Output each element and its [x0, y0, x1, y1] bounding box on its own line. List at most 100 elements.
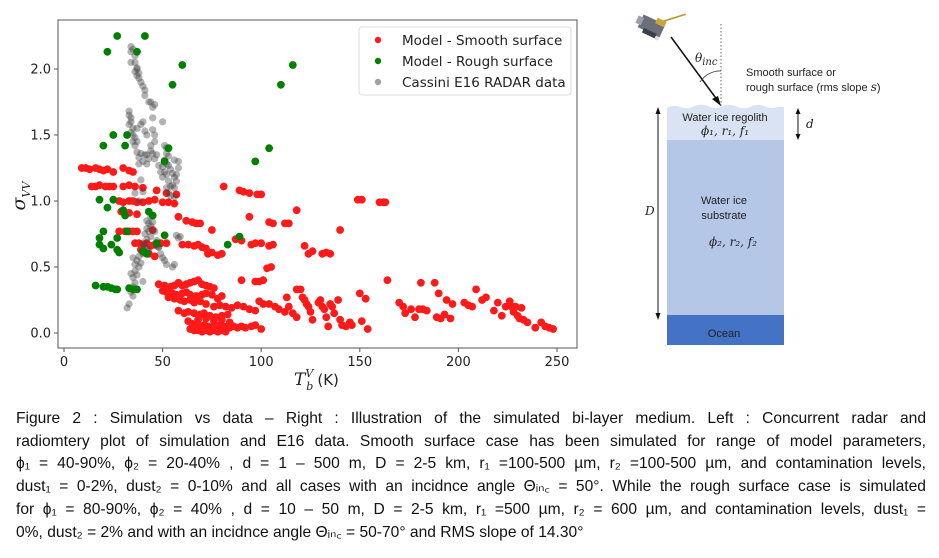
rough-surface-point [142, 249, 151, 258]
cassini-data-point [153, 151, 161, 159]
x-axis-label-sup: V [305, 367, 314, 380]
smooth-surface-point [174, 306, 183, 315]
smooth-surface-point [300, 242, 309, 250]
smooth-surface-point [150, 252, 159, 261]
cassini-data-point [139, 118, 147, 126]
smooth-surface-point [434, 289, 443, 298]
y-tick-label: 0.5 [30, 261, 51, 276]
substrate-params: ϕ₂, r₂, f₂ [709, 235, 757, 249]
cassini-data-point [159, 254, 167, 262]
smooth-surface-point [401, 309, 410, 318]
smooth-surface-point [184, 308, 193, 316]
cassini-data-point [139, 239, 147, 247]
rough-surface-point [235, 232, 244, 241]
smooth-surface-point [180, 297, 189, 306]
smooth-surface-point [217, 249, 226, 258]
cassini-data-point [139, 277, 147, 286]
cassini-data-point [141, 86, 149, 94]
bilayer-medium-diagram: θinc Smooth surface or rough surface (rm… [635, 13, 881, 345]
cassini-data-point [131, 267, 139, 275]
smooth-surface-point [296, 285, 305, 294]
smooth-surface-point [221, 302, 230, 311]
cassini-data-point [125, 111, 133, 119]
smooth-surface-point [259, 300, 268, 308]
cassini-data-point [170, 156, 178, 164]
smooth-surface-point [154, 280, 163, 289]
smooth-surface-point [164, 198, 173, 207]
cassini-data-point [159, 118, 167, 126]
smooth-surface-point [355, 289, 364, 298]
smooth-surface-point [357, 317, 366, 325]
cassini-data-point [127, 48, 135, 56]
rough-surface-point [178, 61, 187, 69]
rough-surface-point [91, 281, 100, 290]
legend-label-cassini: Cassini E16 RADAR data [402, 75, 566, 91]
d-arrow-down [795, 134, 801, 140]
rough-surface-point [99, 141, 108, 150]
smooth-surface-point [267, 263, 275, 271]
smooth-surface-point [440, 310, 449, 319]
y-tick-label: 1.5 [30, 129, 51, 144]
x-tick-label: 250 [545, 355, 570, 370]
cassini-data-point [145, 227, 153, 235]
cassini-data-point [143, 131, 151, 139]
smooth-surface-point [322, 313, 331, 322]
cassini-data-point [174, 234, 182, 242]
smooth-surface-point [217, 315, 226, 324]
cassini-data-point [149, 149, 157, 158]
ocean-label: Ocean [708, 328, 740, 340]
smooth-surface-point [417, 278, 425, 287]
smooth-surface-point [139, 183, 147, 192]
smooth-surface-point [251, 321, 260, 329]
y-axis-label-sub: VV [20, 181, 33, 198]
caption-line: radiomtery plot of simulation and E16 da… [16, 432, 926, 450]
legend-marker-cassini [374, 78, 382, 86]
smooth-surface-point [549, 325, 557, 333]
smooth-surface-point [162, 239, 171, 248]
cassini-data-point [135, 160, 143, 168]
cassini-data-point [131, 260, 139, 268]
cassini-data-point [131, 58, 139, 66]
smooth-surface-point [210, 302, 218, 311]
smooth-surface-point [245, 189, 254, 198]
cassini-data-point [174, 164, 182, 172]
cassini-data-point [139, 157, 147, 165]
smooth-surface-point [448, 300, 457, 308]
smooth-surface-point [119, 198, 128, 207]
cassini-data-point [143, 217, 151, 225]
rough-surface-point [168, 80, 177, 89]
rough-surface-point [160, 231, 169, 240]
smooth-surface-point [109, 182, 118, 191]
smooth-surface-point [192, 292, 201, 300]
cassini-data-point [133, 256, 141, 264]
cassini-data-point [149, 126, 157, 134]
cassini-data-point [151, 138, 159, 146]
legend-label-smooth: Model - Smooth surface [402, 33, 562, 49]
cassini-data-point [127, 43, 135, 51]
cassini-data-point [149, 114, 157, 122]
smooth-surface-point [196, 219, 205, 228]
cassini-data-point [123, 304, 131, 312]
smooth-surface-point [284, 219, 293, 228]
cassini-data-point [162, 184, 171, 192]
cassini-data-point [172, 177, 180, 185]
smooth-surface-point [208, 290, 216, 299]
smooth-surface-point [158, 198, 167, 207]
cassini-data-point [131, 142, 139, 150]
cassini-data-point [161, 256, 169, 264]
smooth-surface-point [148, 226, 157, 234]
smooth-surface-point [442, 296, 451, 304]
smooth-surface-point [257, 325, 266, 333]
smooth-surface-point [196, 297, 205, 306]
smooth-surface-point [361, 294, 370, 303]
smooth-surface-point [194, 315, 203, 324]
smooth-surface-point [119, 182, 128, 191]
cassini-data-point [141, 127, 149, 135]
cassini-data-point [164, 189, 173, 197]
regolith-params: ϕ₁, r₁, f₁ [701, 124, 749, 138]
cassini-data-point [145, 155, 153, 163]
smooth-surface-point [103, 165, 112, 174]
smooth-surface-point [306, 308, 315, 316]
y-tick-label: 2.0 [30, 63, 51, 78]
smooth-surface-point [330, 309, 339, 318]
